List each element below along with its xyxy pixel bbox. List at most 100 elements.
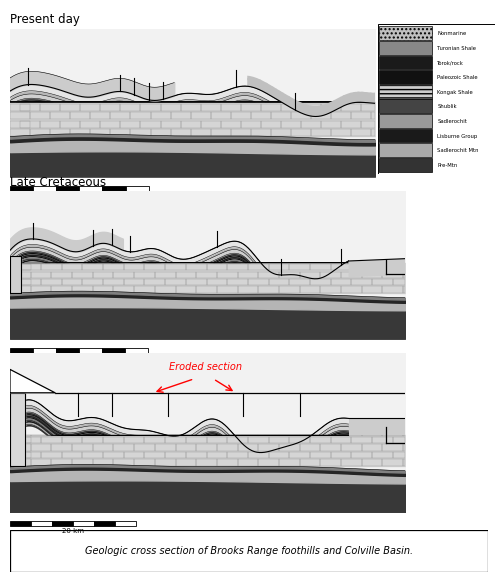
Bar [62,437,82,443]
Bar [124,437,144,443]
Bar [10,129,30,136]
Text: Pre-Mtn: Pre-Mtn [438,163,458,168]
Bar [206,264,228,270]
Bar [30,444,52,450]
Bar [310,264,330,270]
Bar [330,264,351,270]
Bar [176,444,196,450]
Text: 20 km: 20 km [62,528,84,534]
Bar [170,112,190,119]
Bar [72,287,93,292]
Bar [238,272,258,278]
Bar [10,349,33,353]
Bar [103,452,124,458]
Bar [211,112,231,119]
Bar [180,104,201,111]
Bar [155,459,176,466]
Bar [80,104,100,111]
Bar [155,444,176,450]
Bar [341,287,361,292]
Bar [382,287,403,292]
Bar [310,452,330,458]
Bar [211,129,231,136]
Bar [144,452,165,458]
Bar [300,287,320,292]
Bar [93,459,114,466]
Bar [231,112,251,119]
Bar [228,264,248,270]
Bar [56,186,80,192]
Bar [331,112,351,119]
Bar [341,120,361,128]
Bar [382,459,403,466]
Bar [50,129,70,136]
Bar [10,444,30,450]
Bar [228,437,248,443]
Bar [103,279,124,285]
Bar [403,444,405,450]
Bar [186,452,206,458]
Bar [362,459,382,466]
Bar [352,264,372,270]
Bar [301,104,321,111]
Bar [331,129,351,136]
Bar [290,437,310,443]
Bar [33,186,56,192]
Bar [291,129,311,136]
Bar [321,104,341,111]
Polygon shape [10,369,55,393]
Bar [31,521,52,526]
Bar [30,459,52,466]
Bar [150,129,171,136]
Bar [378,114,432,128]
Bar [124,452,144,458]
Bar [50,112,70,119]
Bar [372,112,375,119]
Bar [341,104,361,111]
Bar [321,120,341,128]
Bar [241,120,261,128]
Bar [300,444,320,450]
Bar [341,459,361,466]
Bar [190,112,210,119]
Bar [320,287,341,292]
Bar [382,272,403,278]
Bar [130,129,150,136]
Bar [155,287,176,292]
Bar [120,120,141,128]
Bar [362,120,375,128]
Bar [52,444,72,450]
Bar [403,272,405,278]
Bar [130,112,150,119]
Bar [93,444,114,450]
Bar [186,437,206,443]
Bar [114,287,134,292]
Bar [110,129,130,136]
Bar [144,264,165,270]
Bar [228,279,248,285]
Bar [114,459,134,466]
Bar [261,104,281,111]
Bar [271,129,291,136]
Bar [310,437,330,443]
Text: Paleozoic Shale: Paleozoic Shale [438,75,478,80]
Bar [372,129,375,136]
Bar [378,144,432,157]
Text: 20 km: 20 km [68,356,90,362]
Bar [206,279,228,285]
Bar [40,104,60,111]
Bar [268,279,289,285]
Bar [372,437,393,443]
Bar [217,287,238,292]
Bar [134,287,155,292]
Bar [72,444,93,450]
Bar [93,272,114,278]
Bar [134,459,155,466]
Bar [40,120,60,128]
Bar [196,272,217,278]
Bar [330,437,351,443]
Bar [393,264,405,270]
Bar [268,452,289,458]
Bar [30,112,50,119]
Bar [72,272,93,278]
